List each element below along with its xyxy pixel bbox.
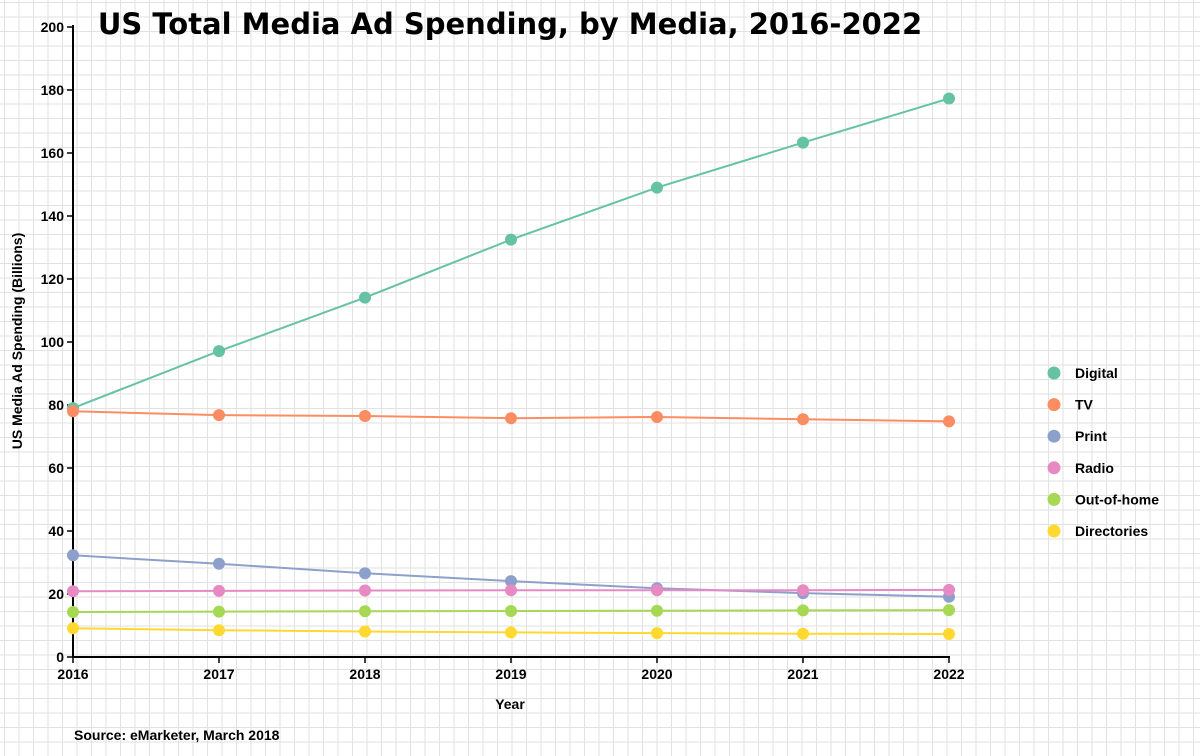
data-point-print[interactable] (505, 575, 517, 588)
y-axis-title: US Media Ad Spending (Billions) (9, 233, 25, 449)
data-point-tv[interactable] (213, 409, 225, 422)
y-tick-label: 180 (41, 82, 65, 98)
y-tick-label: 200 (41, 19, 65, 35)
y-tick-label: 120 (41, 271, 65, 287)
legend-label-print: Print (1075, 428, 1107, 444)
y-tick-label: 140 (41, 208, 65, 224)
data-point-radio[interactable] (505, 584, 517, 597)
data-point-directories[interactable] (943, 628, 955, 640)
y-tick-label: 100 (41, 334, 65, 350)
data-point-tv[interactable] (67, 405, 79, 418)
data-point-out-of-home[interactable] (213, 605, 225, 618)
data-point-directories[interactable] (797, 627, 809, 640)
legend-label-directories: Directories (1075, 523, 1148, 539)
data-point-print[interactable] (213, 557, 225, 570)
legend-label-digital: Digital (1075, 365, 1118, 381)
y-tick-label: 60 (48, 460, 64, 476)
series-line-digital (72, 97, 950, 410)
legend-label-out-of-home: Out-of-home (1075, 491, 1159, 507)
y-tick-label: 20 (48, 586, 64, 602)
data-point-out-of-home[interactable] (943, 604, 955, 617)
y-tick-label: 160 (41, 145, 65, 161)
data-point-tv[interactable] (797, 413, 809, 426)
data-point-out-of-home[interactable] (359, 605, 371, 618)
data-point-tv[interactable] (505, 412, 517, 425)
series-layer (67, 92, 955, 640)
data-point-directories[interactable] (651, 627, 663, 640)
legend-swatch-digital (1047, 366, 1061, 380)
source-note: Source: eMarketer, March 2018 (74, 727, 280, 743)
x-tick-label: 2018 (349, 666, 380, 682)
y-tick-label: 0 (56, 649, 64, 665)
data-point-print[interactable] (67, 549, 79, 562)
data-point-directories[interactable] (359, 625, 371, 638)
data-point-tv[interactable] (359, 410, 371, 422)
x-tick-label: 2021 (787, 666, 818, 682)
y-tick-label: 40 (48, 523, 64, 539)
data-point-tv[interactable] (943, 415, 955, 428)
data-point-directories[interactable] (505, 626, 517, 639)
data-point-digital[interactable] (359, 291, 371, 304)
data-point-digital[interactable] (213, 345, 225, 358)
x-axis: 2016 2017 2018 2019 2020 2021 2022 (57, 657, 965, 682)
data-point-radio[interactable] (943, 583, 955, 596)
x-axis-title: Year (495, 696, 525, 712)
legend: Digital TV Print Radio Out-of-home Directorie… (1047, 365, 1159, 539)
data-point-digital[interactable] (505, 233, 517, 246)
legend-swatch-tv (1047, 398, 1061, 412)
legend-label-tv: TV (1075, 397, 1094, 413)
chart-title: US Total Media Ad Spending, by Media, 20… (98, 7, 922, 41)
data-point-out-of-home[interactable] (797, 604, 809, 617)
data-point-tv[interactable] (651, 411, 663, 423)
data-point-radio[interactable] (213, 584, 225, 597)
legend-swatch-print (1047, 429, 1061, 443)
data-point-radio[interactable] (651, 584, 663, 597)
data-point-digital[interactable] (651, 181, 663, 194)
data-point-directories[interactable] (67, 622, 79, 635)
legend-swatch-directories (1047, 524, 1061, 538)
data-point-radio[interactable] (797, 584, 809, 597)
x-tick-label: 2019 (495, 666, 526, 682)
y-tick-label: 80 (48, 397, 64, 413)
legend-swatch-radio (1047, 461, 1061, 475)
data-point-print[interactable] (359, 567, 371, 580)
x-tick-label: 2020 (641, 666, 672, 682)
data-point-directories[interactable] (213, 624, 225, 637)
legend-swatch-out-of-home (1047, 492, 1061, 506)
legend-label-radio: Radio (1075, 460, 1114, 476)
x-tick-label: 2017 (203, 666, 234, 682)
data-point-out-of-home[interactable] (67, 606, 79, 618)
x-tick-label: 2016 (57, 666, 88, 682)
data-point-out-of-home[interactable] (505, 605, 517, 617)
data-point-radio[interactable] (67, 585, 79, 598)
data-point-digital[interactable] (797, 136, 809, 149)
data-point-out-of-home[interactable] (651, 604, 663, 617)
x-tick-label: 2022 (933, 666, 964, 682)
data-point-radio[interactable] (359, 584, 371, 597)
y-axis: 0 20 40 60 80 100 120 140 160 180 200 (41, 19, 73, 665)
data-point-digital[interactable] (943, 92, 955, 105)
